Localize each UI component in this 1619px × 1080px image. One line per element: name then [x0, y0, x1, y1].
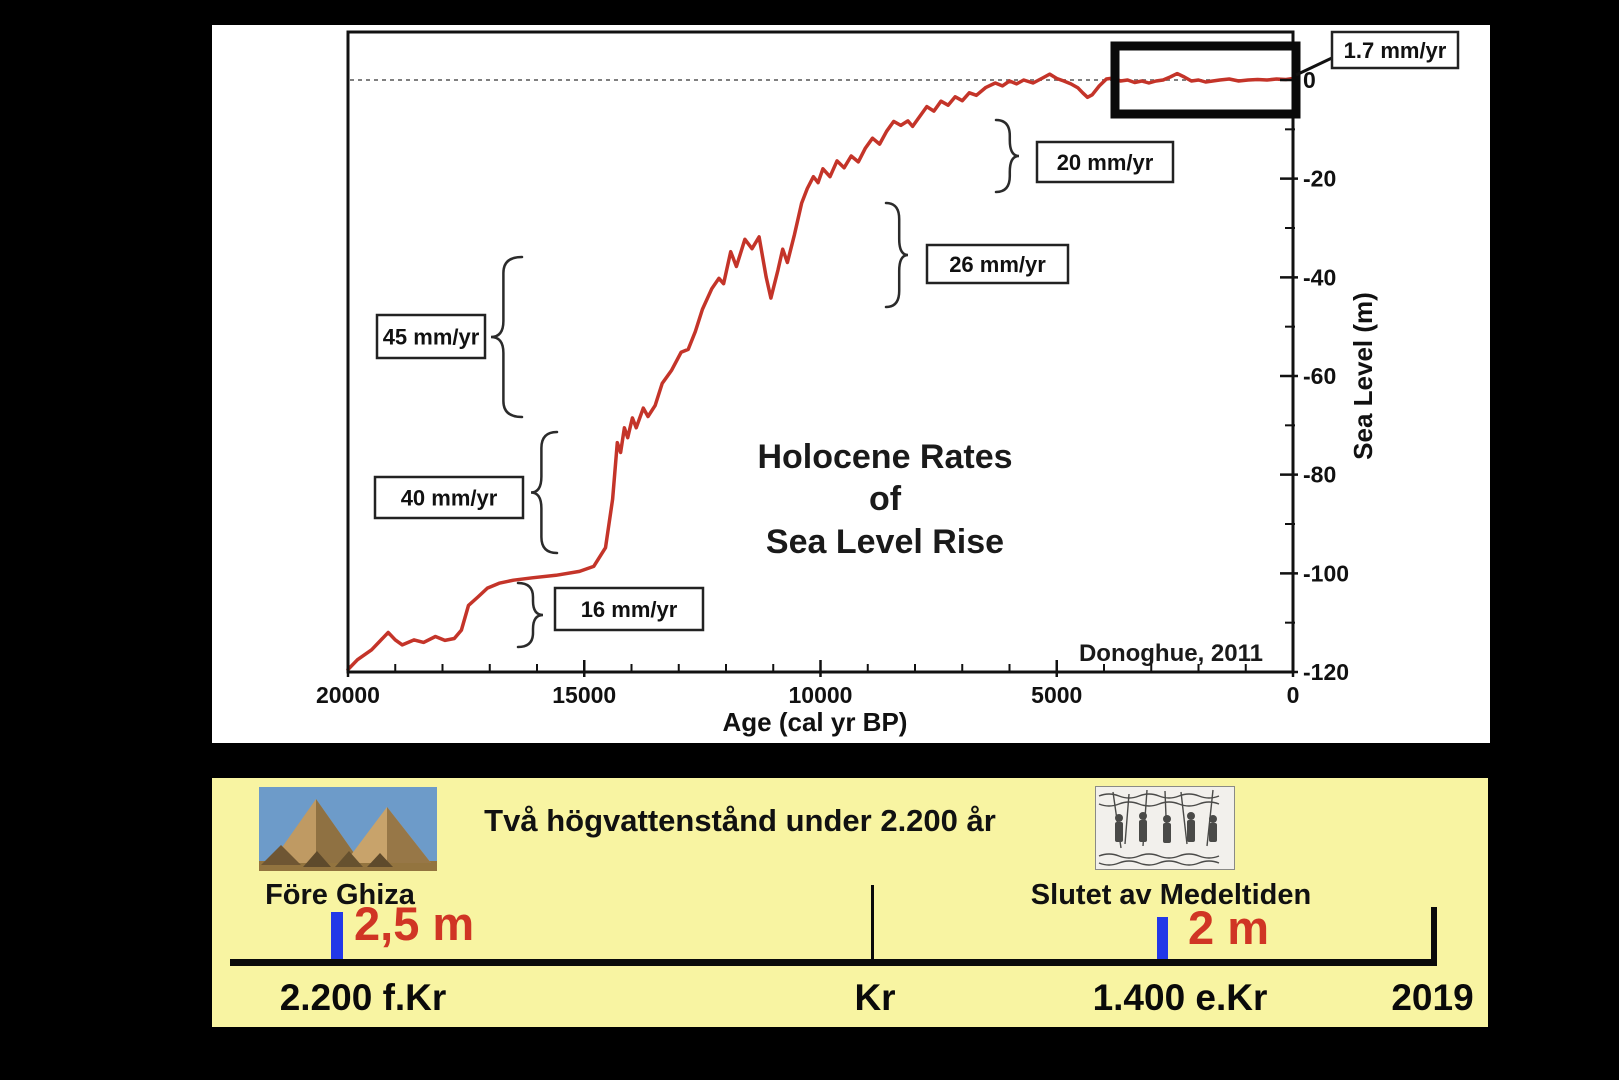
y-tick-label: -80 — [1303, 462, 1336, 488]
high-water-marker-right — [1157, 917, 1168, 959]
annotation-brace — [516, 581, 544, 649]
pyramid-large-left-shade — [316, 799, 361, 863]
timeline-axis — [230, 959, 1437, 966]
x-tick-label: 15000 — [552, 682, 616, 708]
rate-annotation-label: 26 mm/yr — [949, 252, 1046, 277]
y-tick-label: -40 — [1303, 264, 1336, 290]
tick-2019 — [1431, 907, 1437, 959]
pyramid-small-2 — [303, 851, 331, 867]
tick-year-zero — [871, 885, 874, 959]
timeline-label-2019: 2019 — [1391, 977, 1474, 1018]
annotation-brace — [884, 201, 909, 309]
chart-title-line2: of — [869, 480, 902, 518]
timeline-panel: Två högvattenstånd under 2.200 år Före G… — [212, 778, 1488, 1027]
right-event-value: 2 m — [1188, 901, 1269, 954]
plot-frame — [346, 30, 1295, 674]
x-tick-label: 20000 — [316, 682, 380, 708]
y-axis-title: Sea Level (m) — [1348, 292, 1378, 460]
rate-annotation-label: 1.7 mm/yr — [1344, 38, 1447, 63]
chart-credit: Donoghue, 2011 — [1079, 640, 1263, 667]
x-axis-title: Age (cal yr BP) — [723, 707, 908, 737]
x-tick-label: 0 — [1287, 682, 1300, 708]
rate-annotation-label: 40 mm/yr — [401, 486, 498, 511]
woodcut-hatching — [1098, 789, 1220, 866]
y-tick-label: -120 — [1303, 659, 1349, 685]
right-event-heading: Slutet av Medeltiden — [1030, 879, 1312, 911]
annotation-leader-line — [1295, 55, 1335, 77]
x-tick-label: 10000 — [789, 682, 853, 708]
woodcut-figures — [1115, 812, 1217, 843]
rate-annotation-label: 20 mm/yr — [1057, 150, 1154, 175]
y-tick-label: -20 — [1303, 166, 1336, 192]
chart-generated-layer: 20000 15000 10000 5000 0 0 -20 -40 -60 -80 -100 -12… — [316, 30, 1460, 708]
sea-level-chart: 20000 15000 10000 5000 0 0 -20 -40 -60 -80 -100 -12… — [316, 30, 1460, 737]
medieval-woodcut-image — [1095, 786, 1235, 870]
timeline-label-1400-ekr: 1.400 e.Kr — [1092, 977, 1268, 1018]
pyramid-small-4 — [367, 853, 393, 867]
rate-annotation-box — [375, 313, 487, 360]
timeline-label-2200-fkr: 2.200 f.Kr — [279, 977, 447, 1018]
high-water-marker-left — [331, 912, 343, 959]
timeline-title: Två högvattenstånd under 2.200 år — [484, 803, 996, 838]
rate-annotation-box — [373, 475, 525, 520]
chart-title-line1: Holocene Rates — [757, 438, 1012, 476]
rate-annotation-box — [925, 243, 1070, 285]
sea-level-curve — [346, 71, 1295, 672]
rate-annotation-box — [1035, 140, 1175, 184]
chart-title-line3: Sea Level Rise — [766, 523, 1004, 561]
rate-annotation-label: 45 mm/yr — [383, 325, 480, 350]
y-tick-label: -100 — [1303, 560, 1349, 586]
annotation-brace — [994, 118, 1020, 194]
y-tick-label: -60 — [1303, 363, 1336, 389]
x-tick-label: 5000 — [1031, 682, 1082, 708]
pyramid-small-3 — [335, 851, 363, 867]
annotation-brace — [530, 430, 559, 555]
chart-panel: 20000 15000 10000 5000 0 0 -20 -40 -60 -80 -100 -12… — [212, 25, 1490, 743]
left-event-value: 2,5 m — [354, 897, 475, 950]
pyramid-large-right-shade — [387, 807, 431, 863]
left-event-heading: Före Ghiza — [265, 879, 415, 911]
annotation-brace — [490, 255, 524, 419]
recent-period-highlight-box — [1110, 41, 1301, 119]
pyramid-small-1 — [261, 845, 301, 865]
rate-annotation-label: 16 mm/yr — [581, 597, 678, 622]
y-tick-label: 0 — [1303, 67, 1316, 93]
timeline-label-kr: Kr — [854, 977, 896, 1018]
rate-annotation-box — [553, 586, 705, 632]
giza-pyramids-image — [259, 787, 437, 871]
rate-annotation-box — [1330, 30, 1460, 70]
